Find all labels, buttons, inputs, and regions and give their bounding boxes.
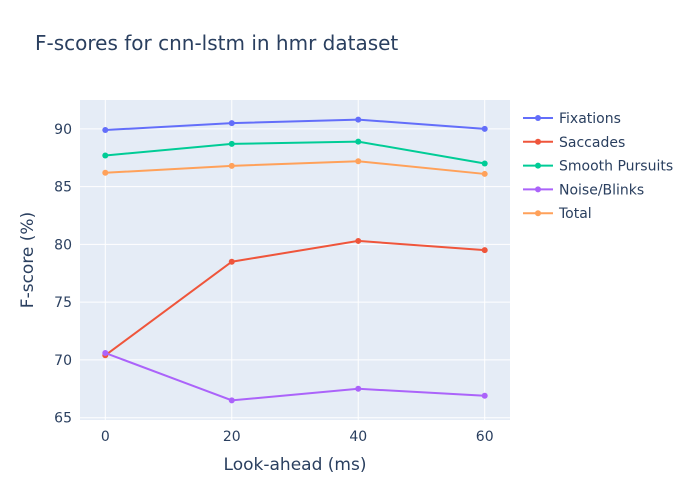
legend-swatch-marker <box>535 115 541 121</box>
legend-item-noise-blinks[interactable]: Noise/Blinks <box>523 182 644 198</box>
legend-label: Fixations <box>559 111 621 127</box>
data-point <box>228 258 235 265</box>
y-axis-ticks: 65 70 75 80 85 90 <box>54 122 72 427</box>
legend-label: Smooth Pursuits <box>559 159 673 175</box>
y-axis-title: F-score (%) <box>18 212 38 308</box>
series-fixations <box>102 116 488 134</box>
data-point <box>355 237 362 244</box>
chart-title: F-scores for cnn-lstm in hmr dataset <box>35 31 398 55</box>
x-tick-label: 20 <box>223 429 241 445</box>
legend-label: Total <box>558 206 592 222</box>
legend-item-saccades[interactable]: Saccades <box>523 135 625 151</box>
plot-area <box>80 100 510 420</box>
x-axis-ticks: 0 20 40 60 <box>101 429 494 445</box>
series-line <box>105 140 485 165</box>
y-tick-label: 75 <box>54 295 72 311</box>
x-tick-label: 60 <box>476 429 494 445</box>
data-point <box>481 125 488 132</box>
x-tick-label: 0 <box>101 429 110 445</box>
data-point <box>481 247 488 254</box>
legend-swatch-marker <box>535 186 541 193</box>
data-point <box>481 160 488 167</box>
series-line <box>105 118 485 132</box>
data-point <box>102 152 109 159</box>
data-point <box>102 127 109 134</box>
legend-label: Saccades <box>559 135 625 151</box>
legend-item-total[interactable]: Total <box>523 206 592 222</box>
series-noise-blinks <box>102 349 488 404</box>
series-smooth-pursuits <box>102 138 488 167</box>
data-point <box>228 162 235 169</box>
data-point <box>481 392 488 399</box>
legend-swatch-marker <box>535 162 541 169</box>
legend: Fixations Saccades Smooth Pursuits Noise/Bl… <box>523 111 673 222</box>
legend-swatch-marker <box>535 210 541 217</box>
y-tick-label: 85 <box>54 180 72 196</box>
series-group <box>102 116 488 404</box>
series-line <box>104 239 485 357</box>
y-tick-label: 65 <box>54 411 72 427</box>
data-point <box>228 120 235 127</box>
y-tick-label: 80 <box>54 237 72 253</box>
data-point <box>228 397 235 404</box>
data-point <box>228 140 235 147</box>
legend-item-smooth-pursuits[interactable]: Smooth Pursuits <box>523 159 673 175</box>
series-total <box>102 158 488 177</box>
data-point <box>355 385 362 392</box>
legend-swatch-marker <box>535 138 541 145</box>
x-axis-title: Look-ahead (ms) <box>224 455 367 475</box>
y-tick-label: 90 <box>54 122 72 138</box>
series-line <box>105 160 485 175</box>
data-point <box>355 138 362 145</box>
series-saccades <box>102 237 488 359</box>
series-line <box>104 352 485 402</box>
x-tick-label: 40 <box>349 429 367 445</box>
data-point <box>102 169 109 176</box>
data-point <box>355 158 362 165</box>
legend-label: Noise/Blinks <box>559 182 644 198</box>
data-point <box>481 170 488 177</box>
y-tick-label: 70 <box>54 353 72 369</box>
legend-item-fixations[interactable]: Fixations <box>523 111 621 127</box>
data-point <box>102 349 109 356</box>
data-point <box>355 116 362 123</box>
